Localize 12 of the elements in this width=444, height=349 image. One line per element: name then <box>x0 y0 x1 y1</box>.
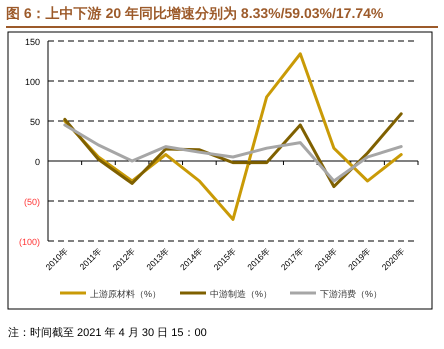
chart-title: 图 6：上中下游 20 年同比增速分别为 8.33%/59.03%/17.74% <box>6 5 384 21</box>
line-series <box>63 124 403 182</box>
y-tick-label: (50) <box>24 197 40 207</box>
y-tick-label: 0 <box>34 157 40 167</box>
legend-label: 上游原材料（%） <box>90 289 162 299</box>
y-tick-label: 100 <box>24 77 40 87</box>
legend-label: 下游消费（%） <box>320 289 382 299</box>
y-tick-label: 50 <box>30 117 40 127</box>
y-tick-label: 150 <box>24 37 40 47</box>
legend-label: 中游制造（%） <box>210 289 272 299</box>
y-tick-label: (100) <box>18 237 40 247</box>
text: 注：时间截至 2021 年 4 月 30 日 15：00 <box>8 326 207 339</box>
